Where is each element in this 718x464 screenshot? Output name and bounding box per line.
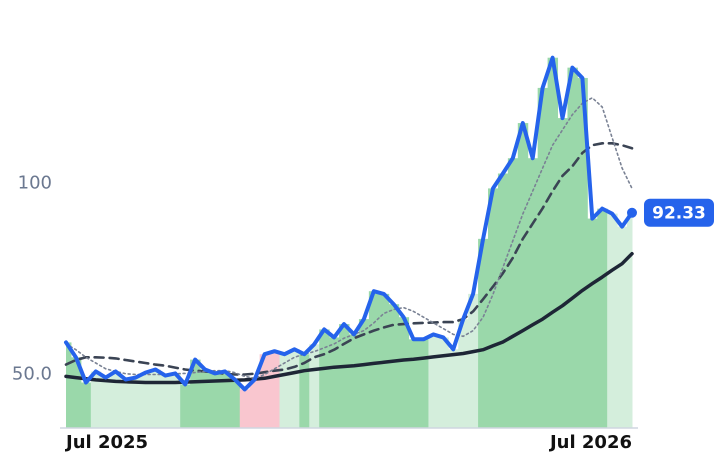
area-column [209,373,221,428]
area-column [358,319,370,428]
last-point [627,207,637,218]
area-column [468,293,479,428]
area-column [577,77,588,428]
area-column [597,208,608,428]
area-column [329,337,340,428]
y-tick-label: 50.0 [12,364,52,385]
area-column [537,87,549,429]
area-column [190,359,201,428]
area-column [279,354,290,428]
area-column [120,379,132,428]
x-tick-label: Jul 2026 [548,432,632,453]
last-value-label: 92.33 [652,204,706,224]
area-column [110,371,122,428]
area-column [339,324,350,428]
area-column [478,238,489,428]
area-column [219,371,231,428]
x-tick-label: Jul 2025 [64,432,148,453]
area-column [388,304,400,428]
area-column [448,349,459,428]
area-column [557,118,568,428]
series-line [64,251,634,385]
area-column [200,369,211,428]
area-column [428,334,439,428]
area-column [617,226,628,428]
y-tick-label: 100 [18,172,52,193]
series-line [64,55,634,392]
area-column [90,371,102,428]
area-column [229,379,241,428]
area-column [517,123,529,429]
area-column [160,375,171,428]
area-column [130,377,141,428]
area-column [249,379,261,428]
area-column [438,337,449,428]
area-column [80,382,92,428]
area-column [180,384,191,428]
area-column [100,377,112,428]
area-column [70,357,82,428]
area-column [66,342,72,428]
area-column [607,213,618,428]
area-column [398,317,410,428]
area-column [269,351,280,428]
area-column [497,173,509,428]
area-column [150,369,161,428]
area-column [289,349,300,428]
area-column [140,372,151,428]
area-column [309,344,320,428]
area-column [259,354,271,428]
area-column [418,339,429,428]
area-column [547,57,559,428]
area-column [587,218,598,428]
area-column [567,67,578,428]
area-column [368,291,380,428]
area-column [627,212,633,428]
series-line [64,142,634,376]
area-column [349,334,360,428]
area-column [527,158,539,428]
area-column [408,339,420,428]
area-column [458,319,469,428]
area-column [299,354,310,428]
area-column [170,373,181,428]
last-value-badge [644,198,714,227]
area-column [319,329,330,428]
area-column [239,389,251,428]
area-column [488,188,499,428]
area-column [507,158,519,428]
